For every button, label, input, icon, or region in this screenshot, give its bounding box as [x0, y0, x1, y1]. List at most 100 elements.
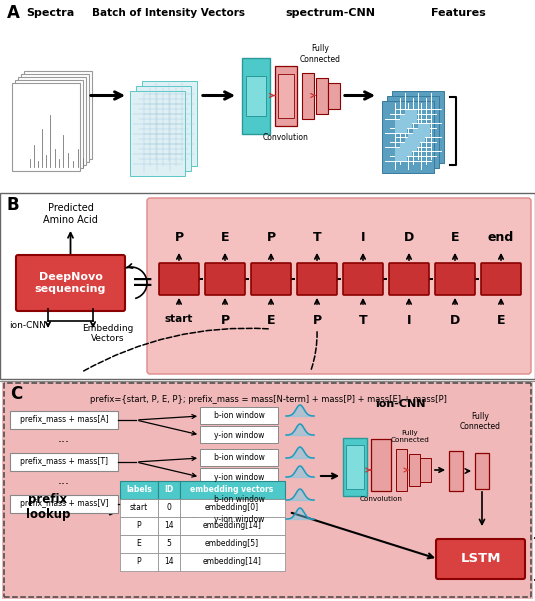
- Bar: [130, 91, 185, 176]
- Text: ...: ...: [233, 445, 245, 457]
- Text: embedding[5]: embedding[5]: [205, 540, 259, 549]
- Text: start: start: [165, 314, 193, 324]
- Text: ...: ...: [58, 433, 70, 445]
- Bar: [396, 449, 407, 491]
- Text: P: P: [312, 314, 322, 327]
- Text: T: T: [358, 314, 368, 327]
- Bar: [409, 454, 420, 486]
- Text: I: I: [407, 314, 411, 327]
- Bar: [24, 71, 92, 159]
- Text: P: P: [220, 314, 230, 327]
- FancyBboxPatch shape: [16, 255, 125, 311]
- Bar: [408, 134, 420, 147]
- FancyBboxPatch shape: [251, 263, 291, 295]
- Bar: [278, 73, 294, 118]
- Bar: [413, 129, 425, 142]
- Bar: [142, 81, 197, 166]
- Text: T: T: [312, 231, 322, 244]
- FancyBboxPatch shape: [343, 263, 383, 295]
- Text: b-ion window: b-ion window: [213, 412, 264, 421]
- Bar: [180, 553, 285, 571]
- Text: E: E: [267, 314, 275, 327]
- Text: E: E: [497, 314, 505, 327]
- Bar: [405, 138, 417, 151]
- Bar: [200, 491, 278, 508]
- Bar: [395, 148, 407, 161]
- Bar: [387, 96, 439, 168]
- Text: B: B: [7, 196, 20, 214]
- Bar: [392, 91, 444, 163]
- Bar: [200, 407, 278, 424]
- Bar: [158, 481, 180, 499]
- Text: P: P: [174, 231, 184, 244]
- Bar: [200, 426, 278, 443]
- Bar: [382, 101, 434, 173]
- Text: Features: Features: [431, 8, 485, 18]
- Text: ...: ...: [233, 486, 245, 499]
- FancyBboxPatch shape: [435, 263, 475, 295]
- Text: Convolution: Convolution: [360, 496, 402, 502]
- Text: P: P: [136, 558, 141, 567]
- Bar: [246, 76, 266, 115]
- Bar: [2, 381, 533, 599]
- Bar: [346, 445, 364, 489]
- Text: I: I: [361, 231, 365, 244]
- Bar: [475, 453, 489, 489]
- Text: Fully
Connected: Fully Connected: [300, 44, 340, 64]
- Text: ion-CNN: ion-CNN: [374, 399, 425, 409]
- Text: prefix
lookup: prefix lookup: [26, 493, 70, 521]
- FancyBboxPatch shape: [481, 263, 521, 295]
- Bar: [158, 517, 180, 535]
- Bar: [120, 535, 158, 553]
- Text: prefix_mass + mass[V]: prefix_mass + mass[V]: [20, 499, 108, 508]
- Text: D: D: [404, 231, 414, 244]
- Text: D: D: [450, 314, 460, 327]
- Bar: [242, 58, 270, 133]
- FancyBboxPatch shape: [147, 198, 531, 374]
- Bar: [405, 110, 417, 123]
- Bar: [343, 438, 367, 496]
- FancyBboxPatch shape: [436, 539, 525, 579]
- Bar: [400, 115, 412, 128]
- Bar: [328, 82, 340, 109]
- Bar: [15, 80, 83, 168]
- Bar: [18, 77, 86, 165]
- Text: embedding vectors: embedding vectors: [190, 486, 273, 495]
- Text: ...: ...: [58, 475, 70, 487]
- Bar: [400, 143, 412, 156]
- Bar: [200, 468, 278, 485]
- Text: end: end: [488, 231, 514, 244]
- Bar: [158, 535, 180, 553]
- Text: 0: 0: [166, 504, 171, 513]
- Text: y-ion window: y-ion window: [214, 430, 264, 439]
- Text: Spectra: Spectra: [26, 8, 74, 18]
- Text: LSTM: LSTM: [460, 552, 501, 566]
- Bar: [180, 517, 285, 535]
- Text: ion-CNN: ion-CNN: [10, 321, 47, 330]
- FancyBboxPatch shape: [389, 263, 429, 295]
- Bar: [120, 553, 158, 571]
- Bar: [180, 499, 285, 517]
- Text: DeepNovo
sequencing: DeepNovo sequencing: [35, 272, 106, 294]
- Bar: [0, 193, 535, 379]
- Text: b-ion window: b-ion window: [213, 495, 264, 504]
- Text: b-ion window: b-ion window: [213, 454, 264, 463]
- Text: Batch of Intensity Vectors: Batch of Intensity Vectors: [91, 8, 244, 18]
- Bar: [136, 86, 191, 171]
- Text: E: E: [136, 540, 141, 549]
- FancyBboxPatch shape: [205, 263, 245, 295]
- Text: E: E: [451, 231, 459, 244]
- Bar: [302, 73, 314, 118]
- Text: spectrum-CNN: spectrum-CNN: [285, 8, 375, 18]
- Text: labels: labels: [126, 486, 152, 495]
- Bar: [10, 411, 118, 429]
- Text: embedding[14]: embedding[14]: [203, 558, 262, 567]
- Text: P: P: [266, 231, 276, 244]
- Bar: [0, 0, 535, 191]
- Text: Convolution: Convolution: [263, 133, 309, 142]
- Bar: [395, 120, 407, 133]
- Text: P: P: [136, 522, 141, 531]
- Text: Embedding
Vectors: Embedding Vectors: [82, 324, 134, 343]
- Bar: [120, 517, 158, 535]
- Bar: [12, 83, 80, 171]
